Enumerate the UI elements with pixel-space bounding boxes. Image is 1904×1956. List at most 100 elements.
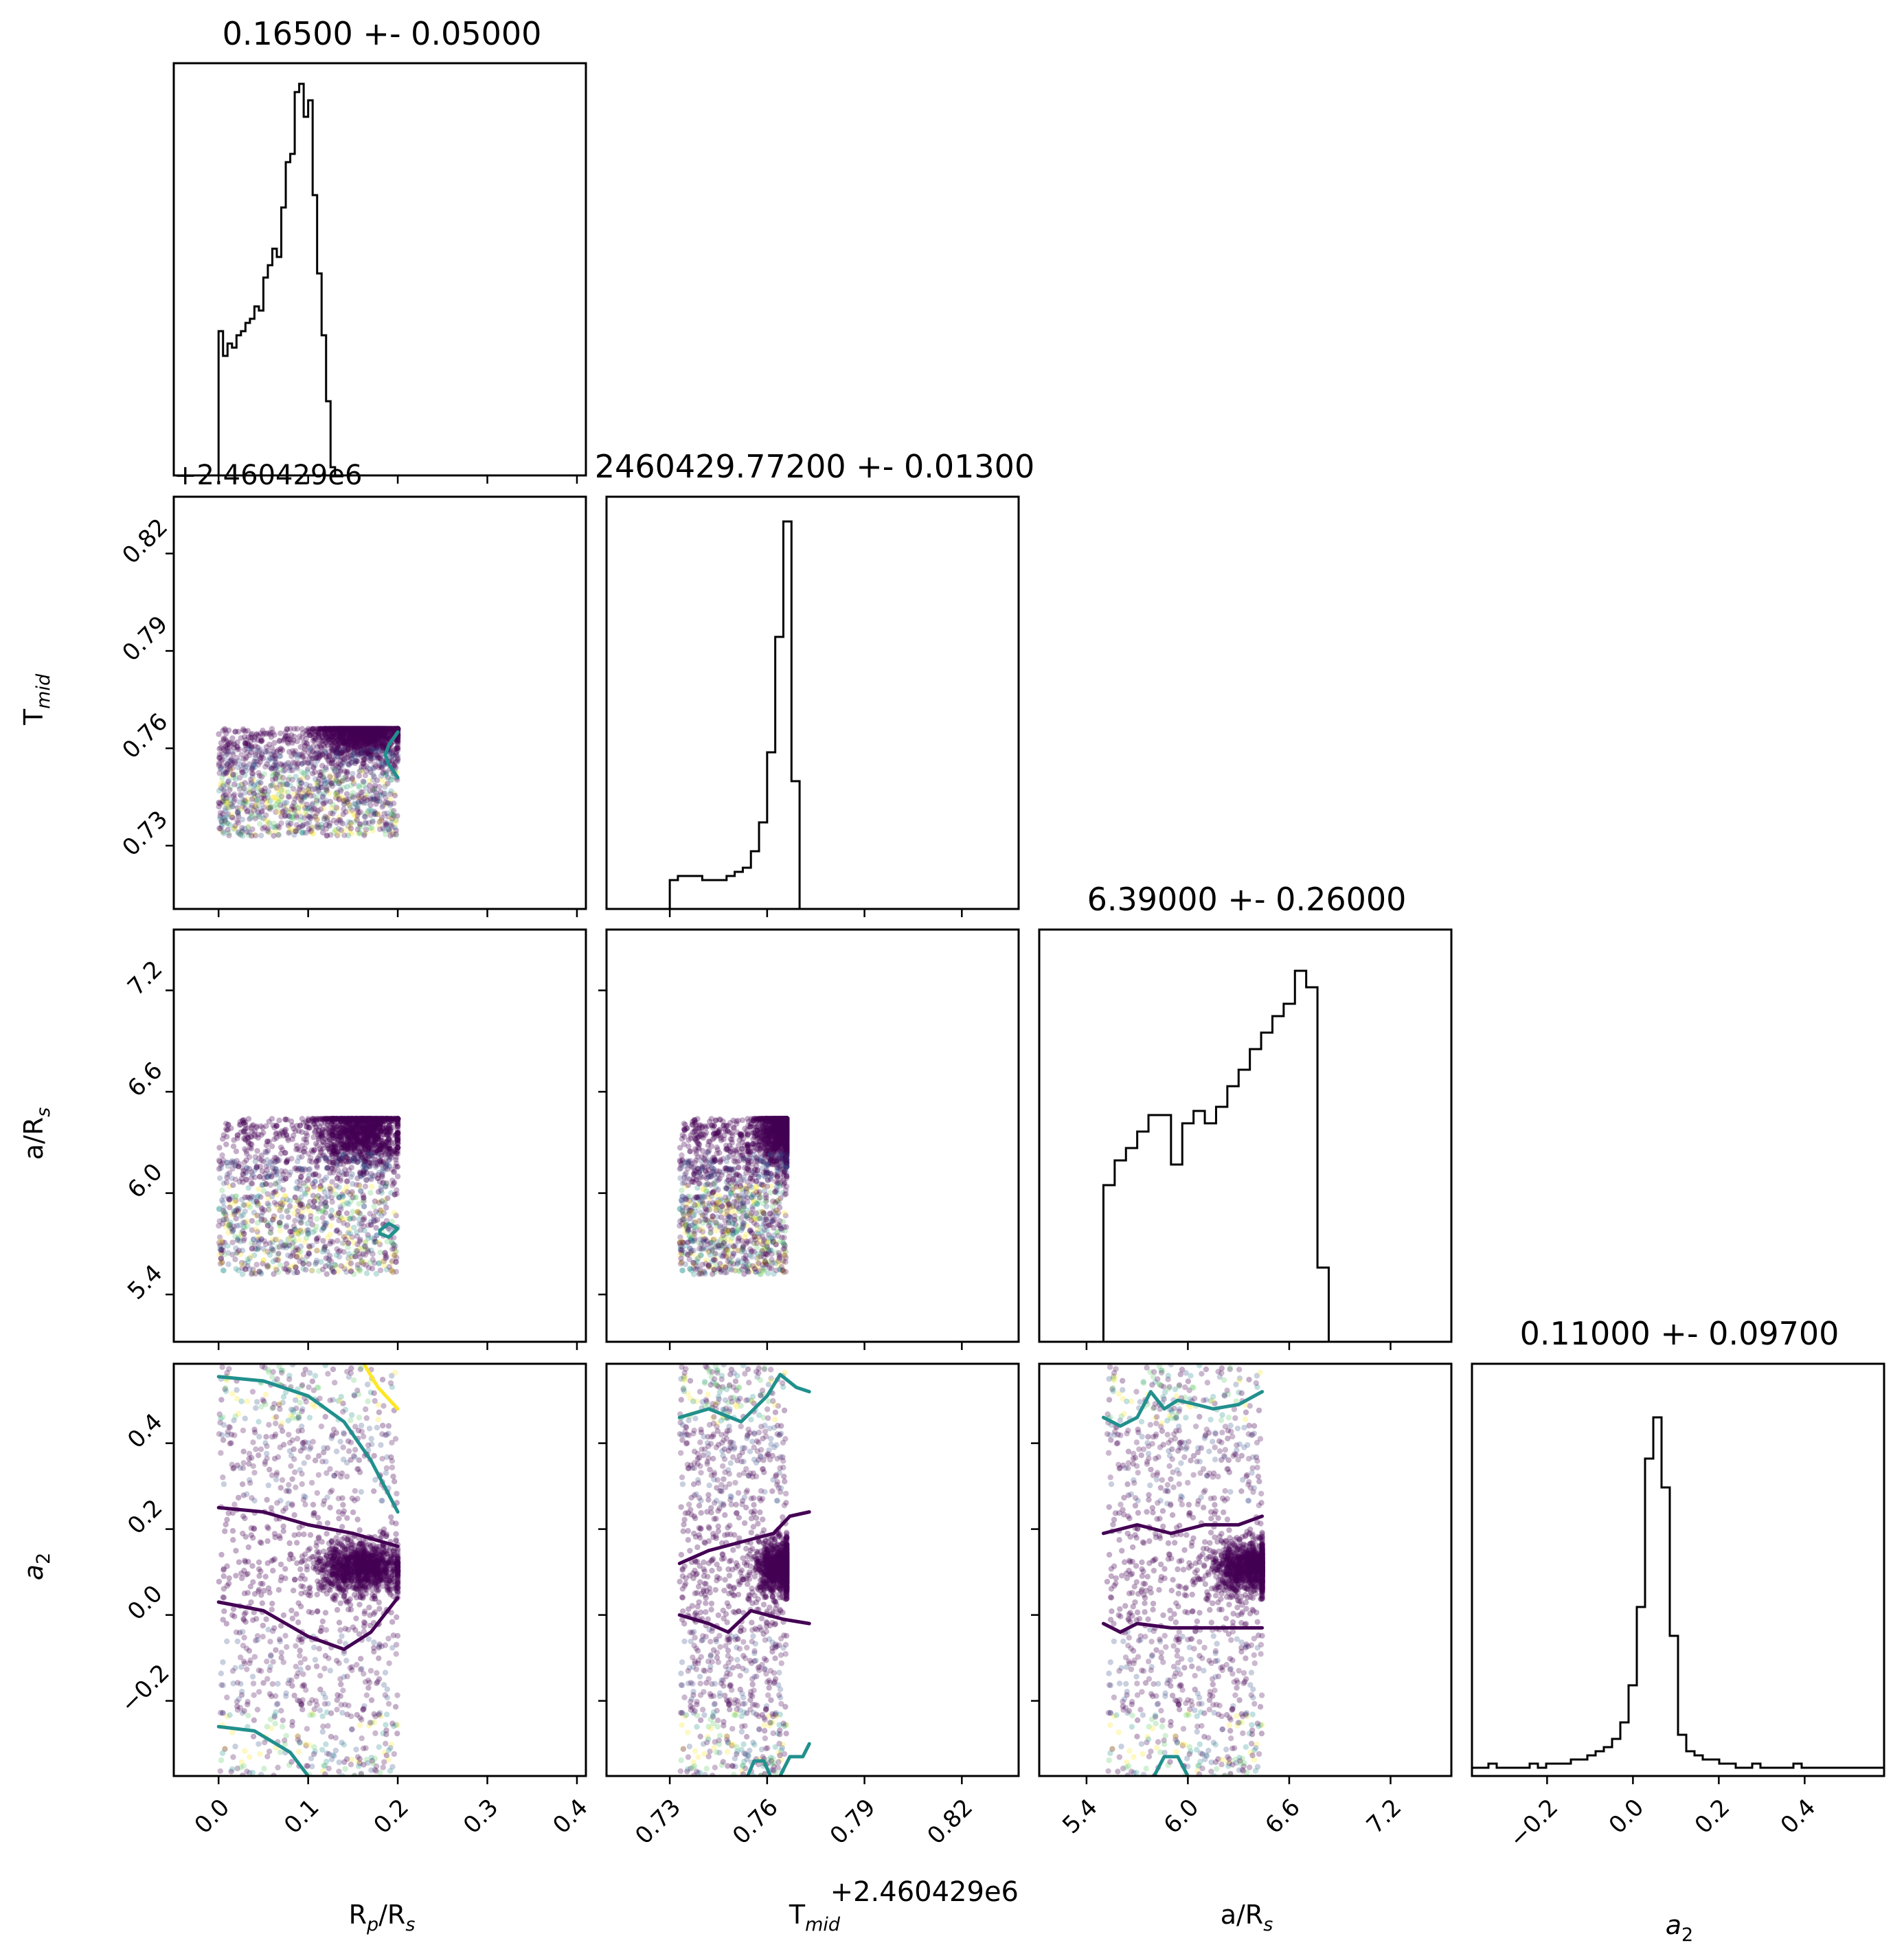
sample-point: [357, 727, 363, 734]
sample-point: [318, 745, 325, 752]
sample-point: [321, 731, 328, 737]
sample-point: [354, 744, 361, 751]
sample-point: [366, 732, 372, 739]
sample-point: [365, 737, 372, 743]
sample-point: [376, 826, 383, 833]
sample-point: [344, 735, 351, 741]
sample-point: [378, 792, 385, 799]
sample-point: [280, 737, 286, 744]
sample-point: [255, 809, 261, 816]
hist-bar: [223, 356, 228, 475]
sample-point: [315, 755, 322, 762]
sample-point: [371, 755, 378, 761]
sample-point: [280, 1187, 286, 1193]
sample-point: [216, 1205, 223, 1212]
sample-point: [321, 744, 328, 750]
sample-point: [369, 733, 376, 739]
hist-bar: [775, 637, 784, 909]
sample-point: [352, 726, 358, 732]
sample-point: [370, 819, 376, 825]
sample-point: [359, 726, 366, 732]
sample-point: [217, 800, 223, 807]
sample-point: [275, 832, 282, 838]
sample-point: [231, 826, 237, 832]
sample-point: [354, 739, 360, 745]
sample-point: [304, 766, 311, 772]
sample-point: [361, 761, 367, 767]
ytick-label-tmid: 0.76: [117, 708, 173, 765]
sample-point: [250, 787, 256, 794]
sample-point: [383, 821, 389, 827]
sample-point: [346, 726, 353, 732]
sample-point: [320, 742, 327, 748]
sample-point: [342, 734, 349, 741]
sample-point: [354, 758, 360, 765]
sample-point: [271, 762, 277, 769]
sample-point: [277, 788, 284, 794]
sample-point: [341, 726, 348, 732]
sample-point: [373, 728, 379, 735]
sample-point: [239, 816, 246, 823]
sample-point: [305, 728, 311, 734]
sample-point: [249, 765, 256, 772]
sample-point: [226, 832, 232, 839]
sample-point: [326, 726, 332, 732]
sample-point: [295, 792, 301, 798]
sample-point: [378, 1189, 385, 1196]
sample-point: [385, 780, 391, 787]
sample-point: [389, 829, 395, 836]
sample-point: [275, 791, 282, 798]
sample-point: [352, 728, 359, 735]
sample-point: [324, 1271, 330, 1277]
sample-point: [262, 817, 269, 824]
sample-point: [221, 747, 227, 754]
sample-point: [334, 1228, 340, 1234]
sample-point: [343, 726, 350, 732]
sample-point: [315, 730, 321, 736]
sample-point: [324, 740, 330, 746]
sample-point: [365, 741, 372, 747]
sample-point: [290, 759, 297, 765]
sample-point: [312, 813, 318, 819]
hist-bar: [227, 344, 232, 475]
sample-point: [336, 729, 342, 736]
sample-point: [365, 739, 371, 745]
sample-point: [234, 809, 241, 816]
sample-point: [230, 793, 237, 799]
sample-point: [392, 726, 398, 732]
sample-point: [330, 734, 336, 740]
sample-point: [338, 788, 344, 794]
sample-point: [286, 829, 293, 835]
sample-point: [227, 797, 234, 804]
sample-point: [273, 749, 280, 755]
hist-bar: [702, 880, 710, 909]
sample-point: [273, 783, 279, 789]
sample-point: [381, 726, 387, 732]
sample-point: [277, 753, 284, 759]
sample-point: [330, 775, 337, 781]
sample-point: [344, 726, 350, 732]
sample-point: [382, 726, 389, 732]
sample-point: [270, 794, 276, 800]
sample-point: [362, 813, 368, 820]
sample-point: [363, 785, 370, 791]
sample-point: [245, 824, 251, 830]
sample-point: [293, 752, 299, 758]
sample-point: [339, 728, 345, 735]
sample-point: [349, 726, 356, 732]
sample-point: [374, 727, 381, 733]
sample-point: [381, 726, 388, 732]
sample-point: [354, 1248, 361, 1255]
sample-point: [292, 828, 299, 834]
sample-point: [357, 1254, 363, 1260]
sample-point: [356, 784, 362, 791]
sample-point: [359, 726, 365, 732]
sample-point: [269, 726, 275, 732]
sample-point: [326, 758, 332, 764]
sample-point: [347, 726, 353, 732]
sample-point: [353, 741, 359, 747]
sample-point: [332, 750, 339, 756]
sample-point: [380, 726, 387, 732]
sample-point: [271, 756, 277, 762]
sample-point: [251, 793, 258, 799]
